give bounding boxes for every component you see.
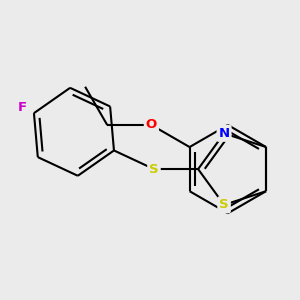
Text: S: S — [149, 163, 159, 176]
Text: S: S — [219, 198, 229, 211]
Text: O: O — [146, 118, 157, 131]
Text: F: F — [18, 101, 27, 114]
Text: N: N — [218, 127, 230, 140]
